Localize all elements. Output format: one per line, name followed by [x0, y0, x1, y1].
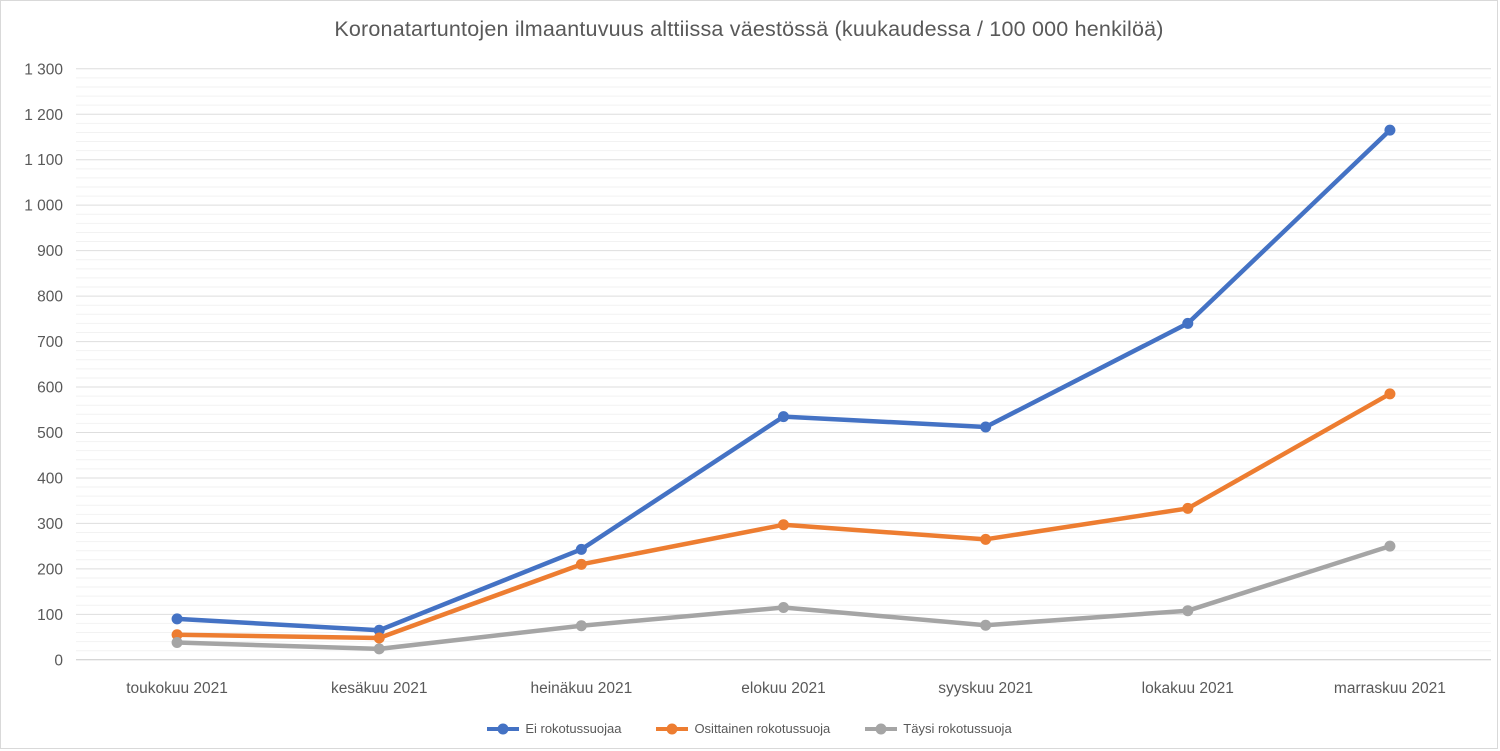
data-point-marker [171, 629, 183, 641]
data-point-marker [1384, 388, 1396, 400]
chart-legend: Ei rokotussuojaa Osittainen rokotussuoja T… [1, 721, 1497, 736]
y-axis-tick-label: 200 [37, 561, 63, 578]
data-point-marker [778, 411, 789, 423]
data-point-marker [1182, 317, 1194, 329]
series-line [174, 391, 1393, 641]
data-point-marker [171, 637, 183, 649]
legend-label: Täysi rokotussuoja [903, 721, 1012, 736]
data-point-marker [373, 624, 385, 636]
data-point-marker [1384, 124, 1396, 136]
data-point-marker [1182, 605, 1194, 617]
y-axis-tick-label: 100 [37, 607, 63, 624]
y-axis-tick-label: 500 [37, 425, 63, 442]
y-axis-tick-label: 1 000 [24, 198, 63, 215]
x-axis-tick-label: toukokuu 2021 [126, 680, 228, 697]
data-point-marker [575, 558, 587, 570]
legend-item: Ei rokotussuojaa [486, 721, 621, 736]
y-axis-tick-label: 1 100 [24, 152, 63, 169]
y-axis-tick-label: 600 [37, 380, 63, 397]
x-axis-tick-label: syyskuu 2021 [938, 680, 1033, 697]
y-axis-tick-label: 900 [37, 243, 63, 260]
x-axis-tick-label: elokuu 2021 [741, 680, 825, 697]
y-axis-tick-label: 1 200 [24, 107, 63, 124]
data-point-marker [171, 613, 183, 625]
data-point-marker [1182, 502, 1194, 514]
y-axis-tick-label: 300 [37, 516, 63, 533]
x-axis-tick-label: kesäkuu 2021 [331, 680, 428, 697]
y-axis-tick-label: 400 [37, 470, 63, 487]
legend-label: Ei rokotussuojaa [525, 721, 622, 736]
legend-item: Täysi rokotussuoja [864, 721, 1012, 736]
data-point-marker [778, 602, 789, 614]
data-point-marker [1384, 540, 1396, 552]
data-point-marker [778, 519, 789, 531]
data-point-marker [373, 643, 385, 655]
x-axis-tick-label: marraskuu 2021 [1334, 680, 1446, 697]
data-point-marker [980, 421, 992, 433]
y-axis-tick-label: 800 [37, 289, 63, 306]
y-axis-tick-label: 0 [54, 652, 63, 669]
data-point-marker [575, 620, 587, 632]
legend-label: Osittainen rokotussuoja [694, 721, 831, 736]
legend-marker-icon [865, 723, 898, 734]
legend-marker-icon [656, 723, 689, 734]
series-line [174, 543, 1393, 652]
y-axis-tick-label: 1 300 [24, 61, 63, 78]
data-point-marker [980, 533, 992, 545]
legend-item: Osittainen rokotussuoja [655, 721, 830, 736]
x-axis-tick-label: lokakuu 2021 [1142, 680, 1234, 697]
data-point-marker [575, 543, 587, 555]
chart-title: Koronatartuntojen ilmaantuvuus alttiissa… [334, 17, 1164, 41]
data-point-marker [980, 619, 992, 631]
legend-marker-icon [487, 723, 520, 734]
data-point-marker [373, 632, 385, 644]
x-axis-tick-label: heinäkuu 2021 [530, 680, 632, 697]
y-axis-tick-label: 700 [37, 334, 63, 351]
